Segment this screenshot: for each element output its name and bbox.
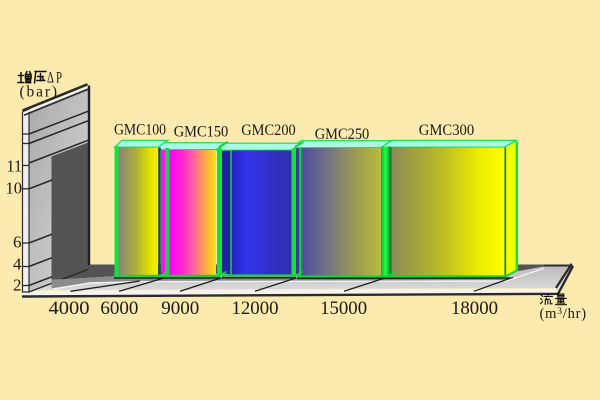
svg-text:GMC100: GMC100	[114, 122, 166, 139]
svg-text:(bar): (bar)	[20, 84, 58, 101]
svg-text:15000: 15000	[320, 298, 367, 319]
svg-text:6000: 6000	[100, 298, 138, 319]
svg-text:6: 6	[13, 233, 22, 252]
svg-text:9000: 9000	[161, 298, 199, 319]
svg-text:4: 4	[13, 255, 22, 274]
svg-text:4000: 4000	[49, 298, 90, 319]
svg-text:Δ P: Δ P	[47, 70, 62, 87]
svg-text:GMC250: GMC250	[315, 126, 370, 143]
svg-text:12000: 12000	[232, 298, 279, 319]
svg-text:GMC300: GMC300	[419, 122, 475, 139]
svg-text:11: 11	[7, 157, 23, 176]
svg-text:2: 2	[13, 276, 22, 295]
svg-text:GMC150: GMC150	[174, 124, 229, 141]
svg-text:GMC200: GMC200	[241, 122, 296, 139]
svg-text:18000: 18000	[451, 298, 498, 319]
svg-text:10: 10	[6, 179, 23, 198]
svg-text:(m3/hr): (m3/hr)	[540, 306, 587, 322]
